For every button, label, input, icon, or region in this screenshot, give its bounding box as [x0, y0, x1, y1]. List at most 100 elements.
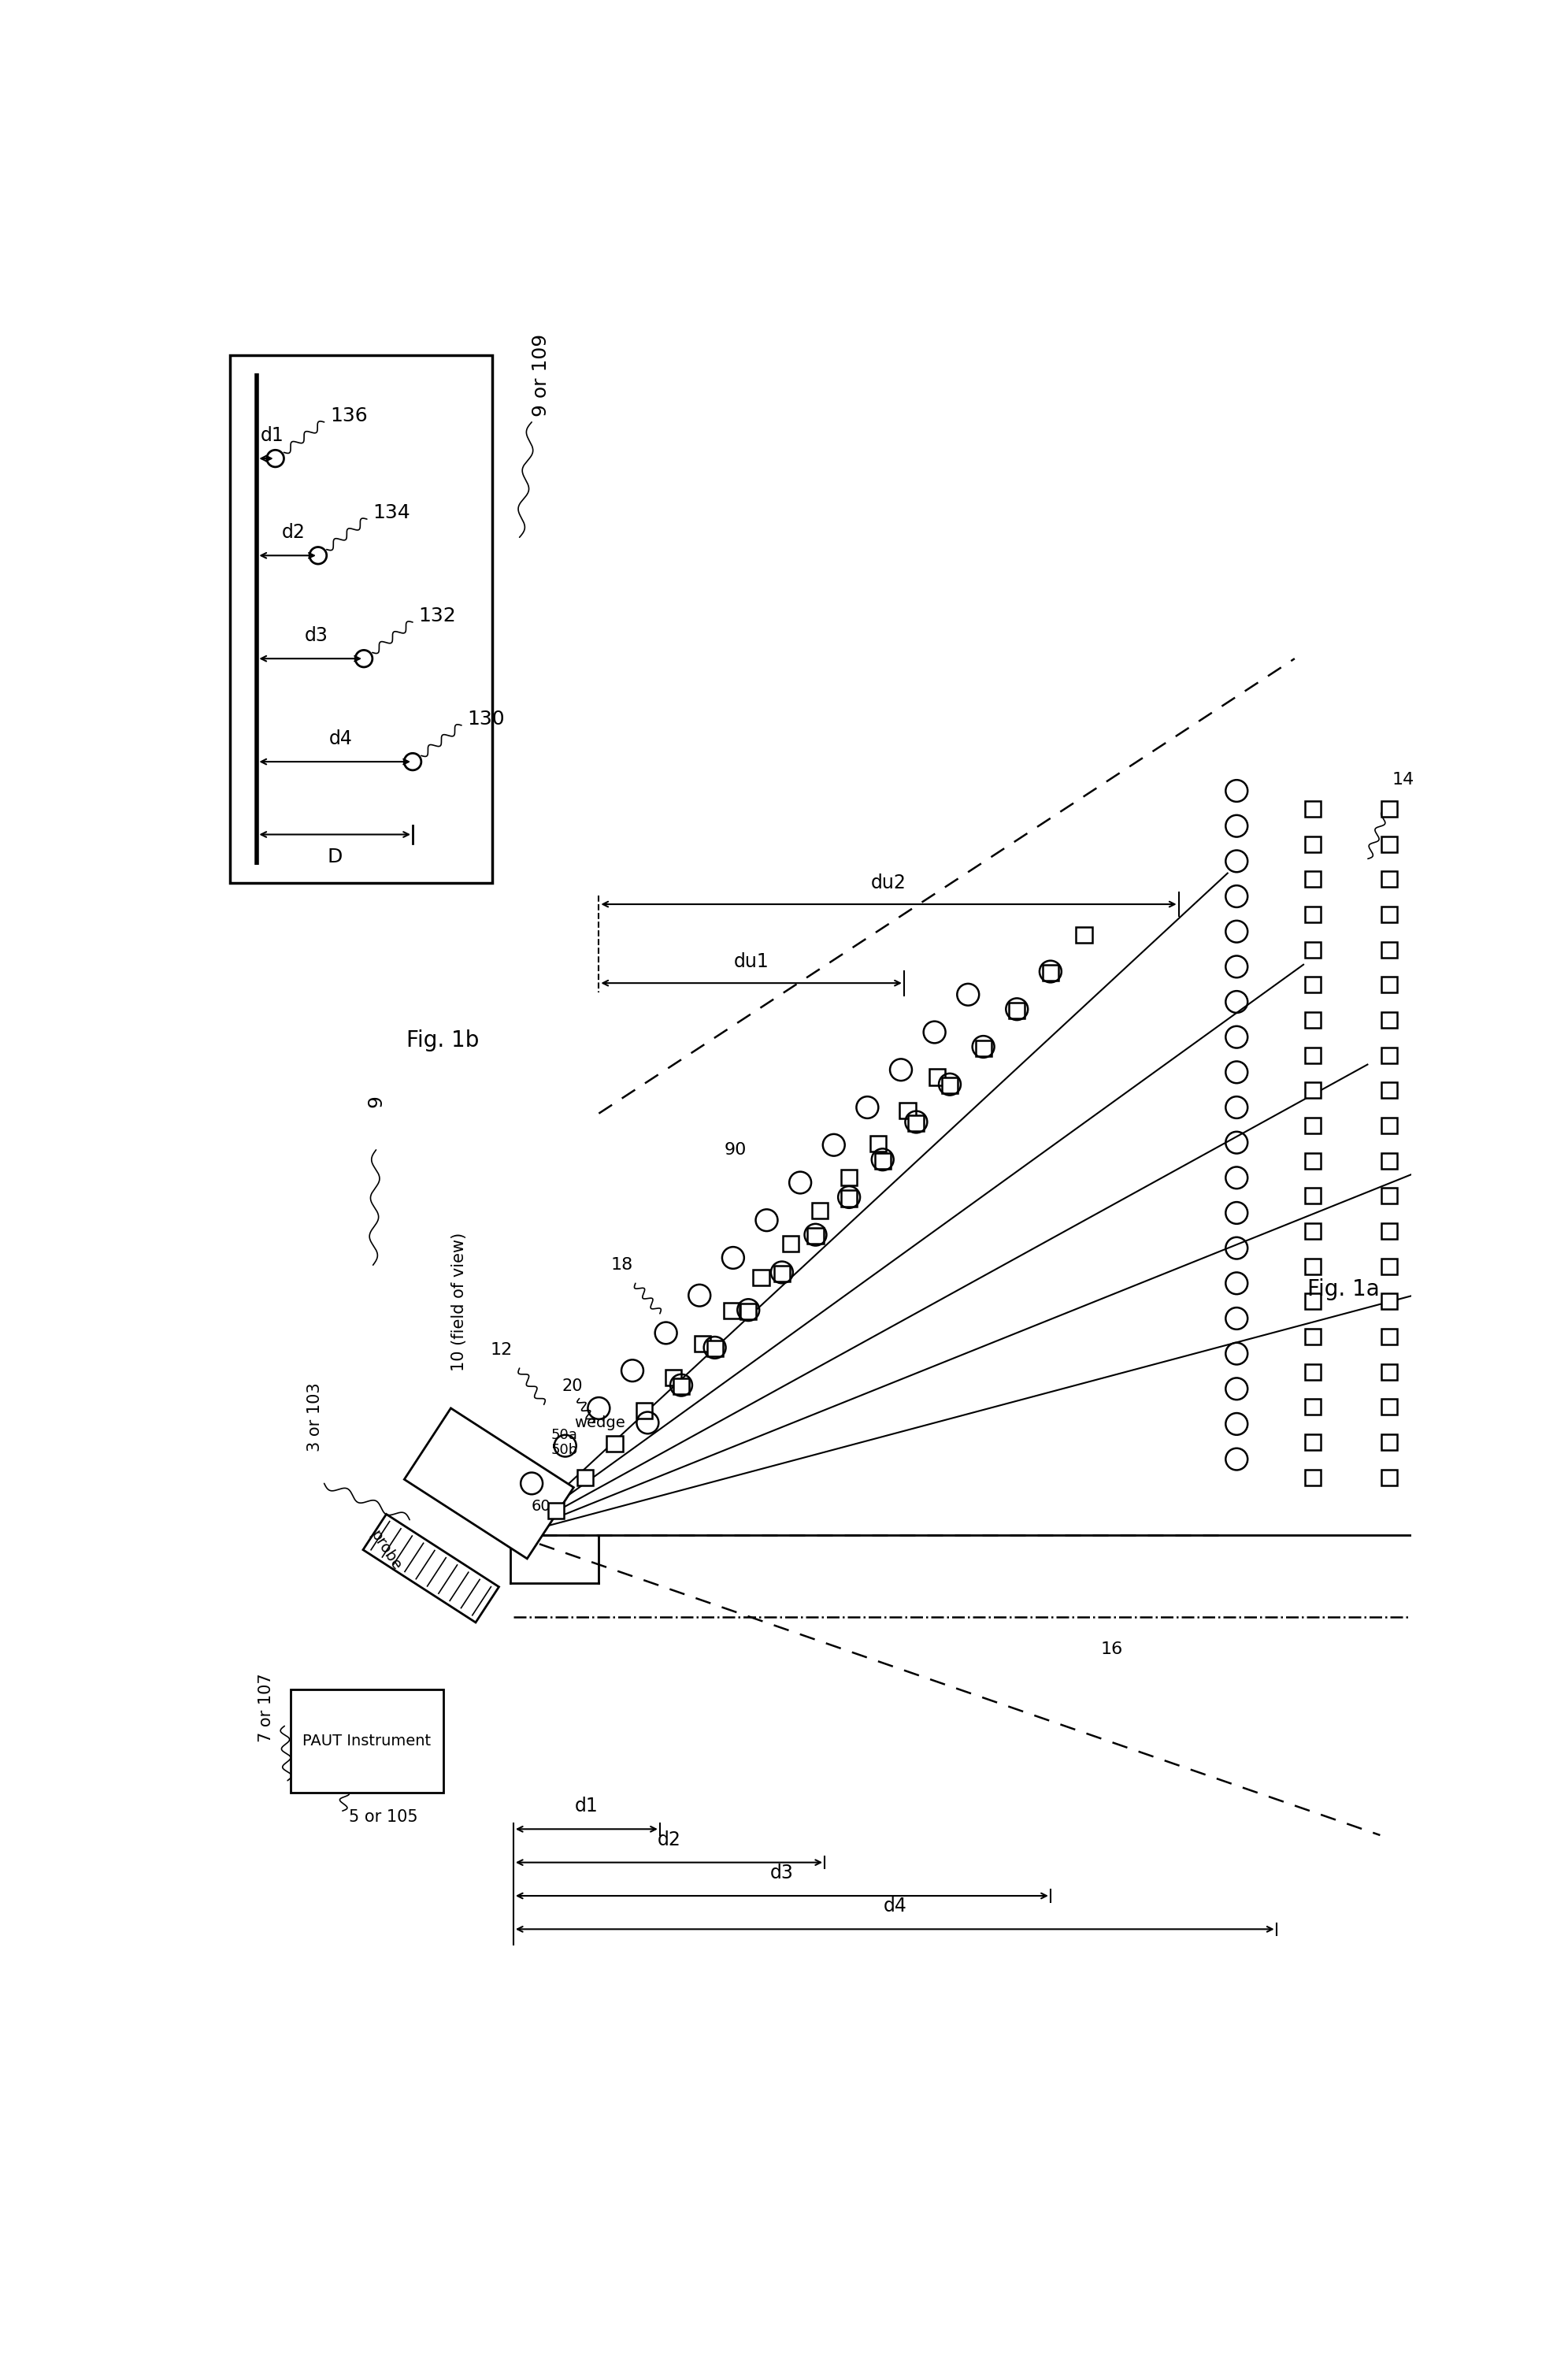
Bar [870, 1135, 886, 1152]
Bar [1381, 1470, 1397, 1486]
Bar [1381, 1083, 1397, 1097]
Text: 9 or 109: 9 or 109 [532, 334, 550, 417]
Bar [1381, 1048, 1397, 1062]
Bar [840, 1192, 858, 1206]
Bar [695, 1335, 710, 1352]
Bar [1305, 1434, 1320, 1451]
Bar [1381, 1434, 1397, 1451]
Bar [1381, 1222, 1397, 1239]
Text: 50a: 50a [552, 1427, 579, 1441]
Bar [724, 1302, 740, 1319]
Text: d4: d4 [883, 1896, 906, 1917]
Bar [607, 1437, 622, 1453]
Bar [975, 1041, 991, 1055]
Bar [1381, 1364, 1397, 1380]
Bar [1305, 1258, 1320, 1274]
Bar [808, 1227, 823, 1243]
Bar [1305, 801, 1320, 817]
Bar [1381, 942, 1397, 958]
Bar [290, 1689, 444, 1792]
Text: 50b: 50b [552, 1444, 579, 1458]
Bar [1381, 801, 1397, 817]
Bar [637, 1404, 652, 1418]
Bar [1381, 1187, 1397, 1203]
Text: 136: 136 [331, 407, 368, 426]
Bar [673, 1378, 690, 1394]
Text: 5 or 105: 5 or 105 [348, 1809, 417, 1825]
Text: Fig. 1b: Fig. 1b [406, 1029, 480, 1053]
Bar [1381, 1013, 1397, 1027]
Text: d3: d3 [770, 1863, 793, 1882]
Bar [1305, 1470, 1320, 1486]
Bar [1305, 942, 1320, 958]
Bar [1305, 1328, 1320, 1345]
Text: PAUT Instrument: PAUT Instrument [303, 1733, 431, 1750]
Bar [1305, 977, 1320, 994]
Bar [775, 1265, 790, 1281]
Bar [1381, 1328, 1397, 1345]
Bar [1381, 1399, 1397, 1415]
Bar [707, 1340, 723, 1356]
Text: 90: 90 [724, 1142, 746, 1159]
Text: 20: 20 [563, 1378, 583, 1394]
Text: 16: 16 [1101, 1641, 1123, 1658]
Bar [1305, 1154, 1320, 1168]
Text: d4: d4 [329, 730, 353, 749]
Bar [1305, 1399, 1320, 1415]
Bar [942, 1079, 958, 1093]
Bar [1381, 1293, 1397, 1309]
Text: 14: 14 [1392, 772, 1414, 789]
Bar [1305, 1048, 1320, 1062]
Bar [1381, 977, 1397, 994]
Text: d3: d3 [304, 626, 328, 645]
Polygon shape [364, 1514, 499, 1623]
Text: D: D [328, 848, 342, 867]
Bar [1381, 836, 1397, 853]
Bar [1305, 907, 1320, 923]
Bar [1381, 871, 1397, 888]
Bar [1381, 1258, 1397, 1274]
Bar [782, 1236, 798, 1253]
Bar [1305, 1013, 1320, 1027]
Bar [229, 356, 492, 883]
Bar [1305, 1187, 1320, 1203]
Bar [875, 1154, 891, 1168]
Text: Fig. 1a: Fig. 1a [1308, 1279, 1380, 1300]
Text: 134: 134 [373, 504, 411, 523]
Bar [1381, 907, 1397, 923]
Bar [1305, 1119, 1320, 1133]
Bar [908, 1116, 924, 1130]
Text: 18: 18 [612, 1258, 633, 1274]
Text: 3 or 103: 3 or 103 [307, 1382, 323, 1451]
Bar [900, 1102, 916, 1119]
Text: d1: d1 [575, 1797, 599, 1816]
Bar [928, 1069, 946, 1086]
Text: 132: 132 [419, 608, 456, 626]
Text: 9: 9 [367, 1095, 386, 1107]
Text: d2: d2 [282, 523, 306, 542]
Text: 130: 130 [467, 709, 505, 728]
Bar [1305, 871, 1320, 888]
Bar [549, 1502, 564, 1519]
Text: 10 (field of view): 10 (field of view) [452, 1232, 467, 1371]
Text: probe: probe [367, 1528, 403, 1573]
Bar [740, 1302, 756, 1319]
Text: du1: du1 [734, 951, 768, 970]
Bar [1043, 966, 1058, 980]
Text: d2: d2 [657, 1830, 681, 1849]
Bar [812, 1203, 828, 1218]
Bar [1305, 1222, 1320, 1239]
Bar [1305, 836, 1320, 853]
Bar [1305, 1083, 1320, 1097]
Bar [665, 1368, 681, 1385]
Bar [753, 1269, 770, 1286]
Bar [1305, 1364, 1320, 1380]
Text: d1: d1 [260, 426, 284, 445]
Text: 7 or 107: 7 or 107 [259, 1674, 274, 1743]
Text: du2: du2 [872, 874, 906, 893]
Text: 60: 60 [532, 1498, 550, 1514]
Bar [577, 1470, 593, 1486]
Bar [1076, 928, 1091, 942]
Bar [1008, 1003, 1025, 1017]
Bar [840, 1170, 858, 1185]
